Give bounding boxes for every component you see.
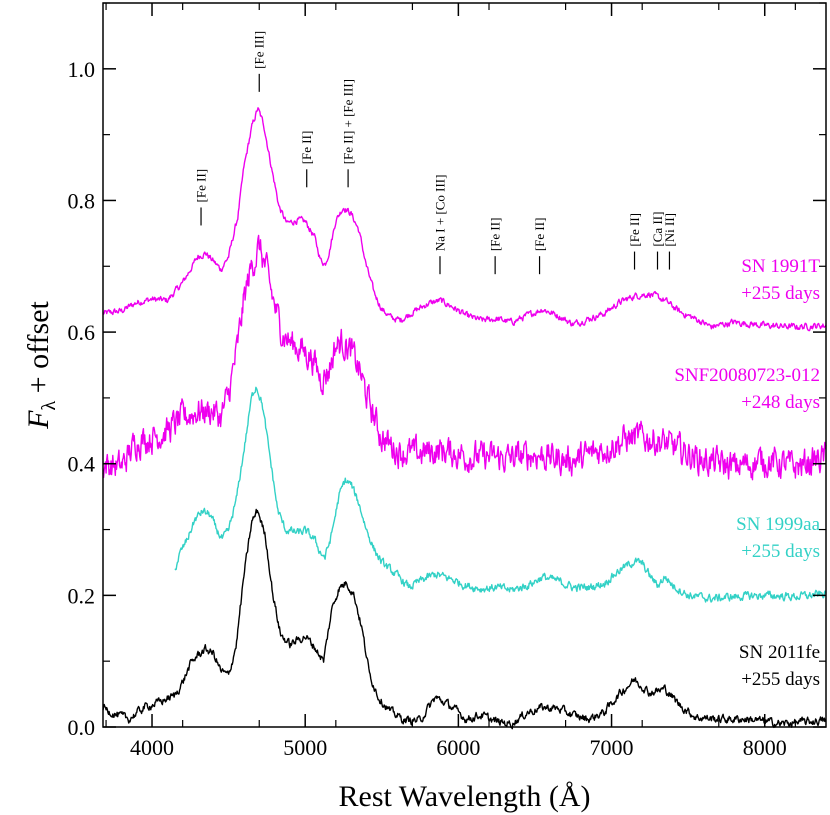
x-tick-label-2: 5000	[283, 735, 327, 760]
x-tick-label-5: 8000	[743, 735, 787, 760]
line-id-label-3: [Fe II]	[299, 131, 314, 165]
line-id-label-4: [Fe II] + [Fe III]	[341, 79, 356, 164]
y-axis-title-main: F	[22, 410, 55, 430]
y-tick-label-3: 0.4	[68, 452, 96, 477]
y-tick-label-5: 0.8	[68, 188, 96, 213]
series-label-2-line-2: +248 days	[741, 392, 820, 413]
x-tick-label-4: 7000	[590, 735, 634, 760]
series-line-1	[102, 107, 827, 332]
series-group	[102, 107, 827, 730]
line-id-label-2: [Fe III]	[252, 31, 267, 69]
line-id-label-10: [Ni II]	[662, 213, 677, 247]
series-line-4	[102, 508, 827, 730]
x-tick-label-3: 6000	[436, 735, 480, 760]
series-label-4-line-1: SN 2011fe	[739, 642, 820, 663]
series-line-3	[174, 386, 827, 603]
line-id-label-1: [Fe II]	[194, 169, 209, 203]
y-tick-label-4: 0.6	[68, 320, 96, 345]
series-label-3-line-2: +255 days	[741, 541, 820, 562]
line-id-label-7: [Fe II]	[532, 218, 547, 252]
y-axis-title-rest: + offset	[22, 300, 55, 400]
y-tick-label-2: 0.2	[68, 583, 96, 608]
line-id-label-6: [Fe II]	[488, 218, 503, 252]
tick-group: 4000 5000 6000 7000 8000 0.0 0.2 0.4 0.6 0.8 1.0	[68, 2, 826, 760]
series-label-1-line-1: SN 1991T	[741, 256, 820, 277]
line-id-label-8: [Fe II]	[627, 213, 642, 247]
series-label-group: SN 1991T +255 days SNF20080723-012 +248 day…	[674, 256, 820, 690]
line-id-group: [Fe II] [Fe III] [Fe II] [Fe II] + [Fe III]…	[194, 31, 677, 275]
x-axis-title: Rest Wavelength (Å)	[339, 780, 591, 813]
y-tick-label-1: 0.0	[68, 715, 96, 740]
y-axis-title-sub: λ	[38, 401, 60, 411]
x-tick-label-1: 4000	[130, 735, 174, 760]
line-id-label-5: Na I + [Co III]	[432, 175, 447, 252]
series-label-3-line-1: SN 1999aa	[736, 514, 820, 535]
series-line-2	[102, 234, 827, 481]
y-axis-title: Fλ + offset	[22, 300, 60, 429]
line-id-label-9: [Ca II]	[650, 212, 665, 247]
y-tick-label-6: 1.0	[68, 57, 96, 82]
series-label-1-line-2: +255 days	[741, 283, 820, 304]
series-label-4-line-2: +255 days	[741, 669, 820, 690]
series-label-2-line-1: SNF20080723-012	[674, 365, 820, 386]
plot-frame	[102, 2, 827, 728]
